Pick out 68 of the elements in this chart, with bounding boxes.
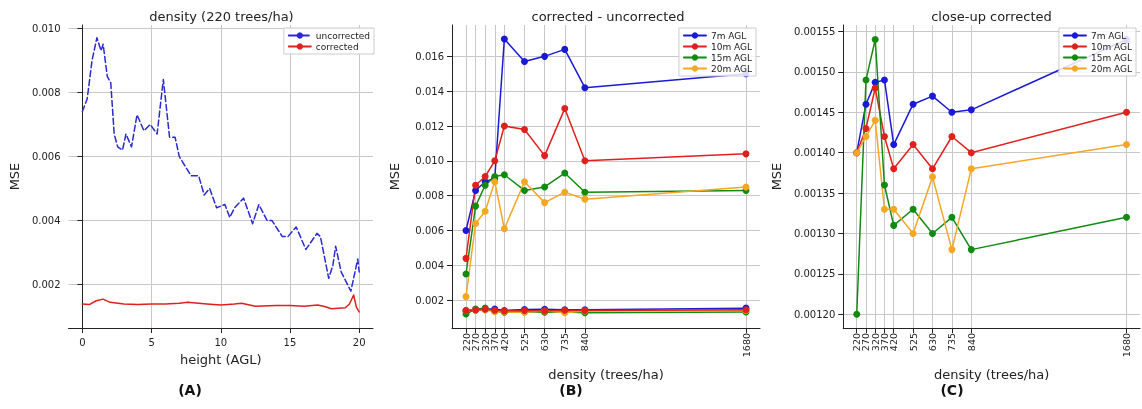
legend-label: 20m AGL	[1090, 63, 1133, 74]
x-tick-label: 370	[878, 333, 890, 352]
x-axis-title: height (AGL)	[179, 351, 262, 367]
x-tick-label: 0	[79, 336, 86, 348]
legend-label: 15m AGL	[710, 52, 753, 63]
y-tick-label: 0.00125	[793, 268, 836, 280]
y-tick-label: 0.010	[31, 22, 61, 34]
y-tick-label: 0.00155	[793, 25, 836, 37]
y-tick-label: 0.002	[31, 279, 61, 291]
x-tick-label: 840	[579, 333, 591, 352]
y-tick-label: 0.00135	[793, 187, 836, 199]
y-axis-title: MSE	[769, 162, 784, 191]
x-tick-label: 735	[946, 333, 958, 352]
y-tick-label: 0.012	[415, 120, 444, 132]
y-tick-label: 0.004	[31, 215, 61, 227]
text: (A)	[178, 382, 202, 398]
y-tick-label: 0.002	[415, 294, 444, 306]
x-tick-label: 270	[860, 333, 872, 352]
y-tick-label: 0.00130	[793, 227, 836, 239]
x-tick-label: 220	[460, 333, 472, 352]
legend-label: 20m AGL	[710, 63, 753, 74]
legend-label: corrected	[315, 41, 359, 52]
x-tick-label: 10	[214, 336, 228, 348]
x-tick-label: 5	[148, 336, 155, 348]
x-tick-label: 370	[489, 333, 501, 352]
x-tick-label: 420	[498, 333, 510, 352]
x-tick-label: 220	[851, 333, 863, 352]
x-tick-label: 15	[283, 336, 297, 348]
y-tick-label: 0.00150	[793, 66, 836, 78]
legend-label: 7m AGL	[1090, 30, 1127, 41]
chart-title: corrected - uncorrected	[531, 9, 685, 24]
x-tick-label: 525	[518, 333, 530, 352]
y-axis-title: MSE	[7, 162, 22, 191]
x-axis-title: density (trees/ha)	[548, 367, 664, 382]
x-tick-label: 840	[965, 333, 977, 352]
legend-label: 10m AGL	[1090, 41, 1133, 52]
text: (B)	[559, 382, 583, 398]
y-tick-label: 0.010	[415, 155, 444, 167]
x-tick-label: 270	[470, 333, 482, 352]
x-tick-label: 20	[352, 336, 366, 348]
legend-label: 10m AGL	[710, 41, 753, 52]
y-tick-label: 0.00145	[793, 106, 836, 118]
legend-label: uncorrected	[315, 30, 370, 41]
y-tick-label: 0.00140	[793, 147, 836, 159]
y-tick-label: 0.008	[31, 86, 61, 98]
x-tick-label: 320	[479, 333, 491, 352]
y-tick-label: 0.014	[415, 85, 444, 97]
x-axis-title: density (trees/ha)	[933, 367, 1050, 382]
x-tick-label: 630	[927, 333, 938, 352]
chart-title: density (220 trees/ha)	[149, 9, 294, 24]
text: (C)	[940, 382, 964, 398]
x-tick-label: 525	[907, 333, 919, 352]
x-tick-label: 420	[888, 333, 900, 352]
y-tick-label: 0.00120	[793, 308, 836, 320]
x-tick-label: 1680	[1121, 333, 1133, 358]
y-tick-label: 0.008	[415, 190, 444, 202]
x-tick-label: 630	[539, 333, 551, 352]
legend-label: 7m AGL	[710, 30, 747, 41]
legend-label: 15m AGL	[1090, 52, 1133, 63]
chart-title: close-up corrected	[931, 9, 1052, 24]
y-tick-label: 0.016	[415, 50, 444, 62]
y-axis-title: MSE	[387, 162, 402, 191]
x-tick-label: 1680	[740, 333, 752, 358]
x-tick-label: 735	[559, 333, 571, 352]
x-tick-label: 320	[869, 333, 881, 352]
y-tick-label: 0.006	[415, 224, 444, 236]
y-tick-label: 0.006	[31, 150, 61, 162]
y-tick-label: 0.004	[415, 259, 444, 271]
